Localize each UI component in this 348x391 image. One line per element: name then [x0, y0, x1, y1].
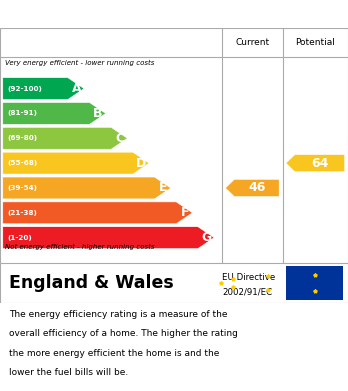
Text: (21-38): (21-38): [7, 210, 37, 216]
Text: A: A: [72, 82, 81, 95]
Text: Current: Current: [235, 38, 269, 47]
Text: EU Directive: EU Directive: [222, 273, 275, 282]
Polygon shape: [3, 177, 171, 199]
Text: (81-91): (81-91): [7, 110, 37, 117]
Text: C: C: [115, 132, 124, 145]
Text: Energy Efficiency Rating: Energy Efficiency Rating: [9, 7, 211, 22]
Text: Potential: Potential: [295, 38, 335, 47]
Text: D: D: [136, 157, 147, 170]
Polygon shape: [3, 127, 127, 149]
Text: 46: 46: [248, 181, 266, 194]
Text: England & Wales: England & Wales: [9, 274, 173, 292]
Text: (69-80): (69-80): [7, 135, 37, 141]
Text: (1-20): (1-20): [7, 235, 32, 240]
Text: B: B: [93, 107, 103, 120]
Polygon shape: [286, 155, 345, 172]
Text: G: G: [201, 231, 212, 244]
Polygon shape: [3, 202, 192, 224]
Polygon shape: [3, 152, 149, 174]
Text: (39-54): (39-54): [7, 185, 37, 191]
Text: Very energy efficient - lower running costs: Very energy efficient - lower running co…: [5, 60, 155, 66]
Text: The energy efficiency rating is a measure of the: The energy efficiency rating is a measur…: [9, 310, 227, 319]
Text: (55-68): (55-68): [7, 160, 37, 166]
Text: the more energy efficient the home is and the: the more energy efficient the home is an…: [9, 349, 219, 358]
Text: Not energy efficient - higher running costs: Not energy efficient - higher running co…: [5, 244, 155, 250]
Polygon shape: [3, 102, 106, 124]
Text: E: E: [159, 181, 167, 194]
Polygon shape: [226, 179, 279, 196]
Text: 64: 64: [311, 157, 329, 170]
Text: (92-100): (92-100): [7, 86, 42, 91]
Bar: [286, 266, 343, 300]
Text: overall efficiency of a home. The higher the rating: overall efficiency of a home. The higher…: [9, 329, 238, 338]
Text: lower the fuel bills will be.: lower the fuel bills will be.: [9, 368, 128, 377]
Polygon shape: [3, 78, 84, 100]
Polygon shape: [3, 227, 214, 249]
Text: 2002/91/EC: 2002/91/EC: [222, 287, 272, 296]
Text: F: F: [181, 206, 189, 219]
